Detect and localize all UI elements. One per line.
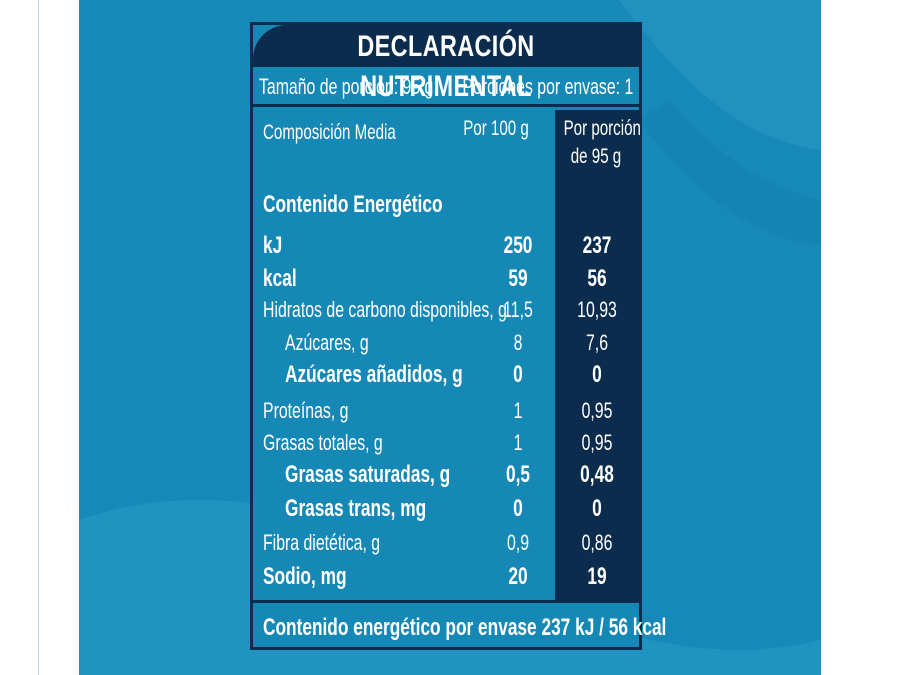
nutrient-per-100g-value: 8 [513,330,523,355]
header-per-100g: Por 100 g [463,117,529,140]
nutrient-name: Hidratos de carbono disponibles, g [263,297,507,322]
title-bar [253,25,639,67]
footer-energy-per-container: Contenido energético por envase 237 kJ /… [263,614,667,641]
servings-per-container: Porciones por envase: 1 [462,74,633,99]
nutrient-row: Grasas saturadas, g 0,5 0,48 [253,459,639,491]
nutrient-row: Grasas totales, g 1 0,95 [253,427,639,459]
nutrient-per-100g-value: 0,9 [506,530,530,555]
nutrient-per-portion-value: 19 [587,563,607,590]
header-per-portion-line1: Por porción [563,117,641,140]
nutrient-per-portion-value: 0 [592,495,602,522]
header-per-portion-line2: de 95 g [570,145,622,168]
nutrient-row: Fibra dietética, g 0,9 0,86 [253,527,639,559]
nutrient-per-portion-value: 7,6 [585,330,609,355]
left-edge-line [38,0,39,675]
nutrient-name: Azúcares añadidos, g [285,361,463,388]
nutrient-per-100g-value: 20 [508,563,528,590]
nutrient-per-100g-value: 11,5 [503,297,533,322]
nutrient-per-100g-value: 59 [508,265,528,292]
nutrient-name: Proteínas, g [263,398,349,423]
per-portion-column-bg [555,110,639,600]
nutrient-name: Grasas trans, mg [285,495,427,522]
header-per-portion: Por porción de 95 g [563,115,641,171]
nutrient-per-100g-value: 1 [513,430,523,455]
nutrient-row: Hidratos de carbono disponibles, g 11,5 10… [253,294,639,326]
serving-size: Tamaño de porción: 95 g [259,74,434,99]
nutrient-row: Azúcares, g 8 7,6 [253,327,639,359]
nutrient-row: kcal 59 56 [253,263,639,295]
nutrient-per-100g-value: 0 [513,495,523,522]
nutrient-name: kJ [263,232,283,259]
nutrient-per-portion-value: 0,95 [581,398,613,423]
nutrient-per-portion-value: 0,48 [580,461,614,488]
nutrient-row: Azúcares añadidos, g 0 0 [253,359,639,391]
nutrient-per-100g-value: 250 [503,232,533,259]
nutrient-per-100g-value: 0,5 [505,461,531,488]
nutrient-row: Grasas trans, mg 0 0 [253,493,639,525]
nutrient-name: Azúcares, g [285,330,369,355]
footer-divider [253,600,639,603]
energy-content-heading: Contenido Energético [263,191,443,218]
nutrient-name: Sodio, mg [263,563,347,590]
nutrient-row: Proteínas, g 1 0,95 [253,395,639,427]
header-composition: Composición Media [263,121,396,144]
serving-info-row: Tamaño de porción: 95 g Porciones por en… [253,67,639,107]
label-title: DECLARACIÓN NUTRIMENTAL [357,30,535,103]
nutrient-row: kJ 250 237 [253,230,639,262]
nutrition-label: DECLARACIÓN NUTRIMENTAL Tamaño de porció… [250,22,666,650]
nutrient-per-100g-value: 1 [513,398,523,423]
nutrient-row: Sodio, mg 20 19 [253,561,639,593]
nutrient-per-portion-value: 56 [587,265,607,292]
nutrient-name: Grasas totales, g [263,430,383,455]
nutrient-per-portion-value: 237 [582,232,612,259]
nutrient-per-portion-value: 10,93 [577,297,617,322]
nutrient-per-100g-value: 0 [513,361,523,388]
nutrient-per-portion-value: 0 [592,361,602,388]
nutrient-per-portion-value: 0,95 [581,430,613,455]
nutrient-name: kcal [263,265,297,292]
nutrient-name: Fibra dietética, g [263,530,381,555]
nutrient-name: Grasas saturadas, g [285,461,451,488]
nutrient-per-portion-value: 0,86 [581,530,613,555]
